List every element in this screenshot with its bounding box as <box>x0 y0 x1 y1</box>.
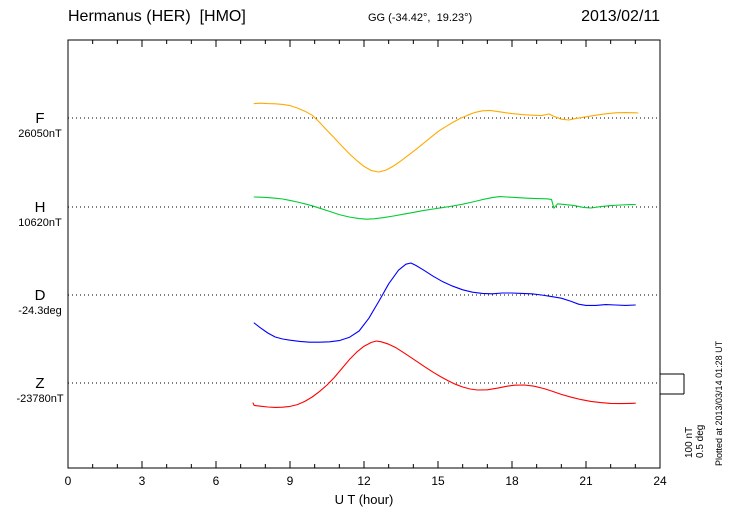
series-label-Z: Z <box>35 375 44 392</box>
series-baseline-value-F: 26050nT <box>18 128 62 140</box>
plot-date: 2013/02/11 <box>581 8 660 25</box>
series-label-F: F <box>35 110 44 127</box>
series-label-D: D <box>35 287 46 304</box>
trace-D <box>253 262 636 343</box>
trace-F <box>253 102 639 173</box>
x-tick-label: 21 <box>579 474 593 488</box>
scale-label-nt: 100 nT <box>684 427 695 458</box>
trace-Z <box>252 340 636 408</box>
x-tick-label: 9 <box>287 474 294 488</box>
x-tick-label: 12 <box>357 474 371 488</box>
series-label-H: H <box>35 199 46 216</box>
x-axis-title: U T (hour) <box>334 492 394 507</box>
series-baseline-value-Z: -23780nT <box>16 393 63 405</box>
geographic-coordinates: GG (-34.42°, 19.23°) <box>368 12 473 24</box>
series-baseline-value-D: -24.3deg <box>18 305 61 317</box>
series-baseline-value-H: 10620nT <box>18 217 62 229</box>
x-tick-label: 3 <box>139 474 146 488</box>
x-tick-label: 15 <box>431 474 445 488</box>
x-tick-label: 0 <box>65 474 72 488</box>
x-tick-label: 24 <box>653 474 667 488</box>
x-tick-label: 18 <box>505 474 519 488</box>
trace-H <box>253 196 636 220</box>
x-tick-label: 6 <box>213 474 220 488</box>
plotted-at-note: Plotted at 2013/03/14 01:28 UT <box>714 340 724 466</box>
plot-frame <box>67 39 661 469</box>
station-title: Hermanus (HER) [HMO] <box>68 8 246 25</box>
scale-label-deg: 0.5 deg <box>695 425 706 458</box>
